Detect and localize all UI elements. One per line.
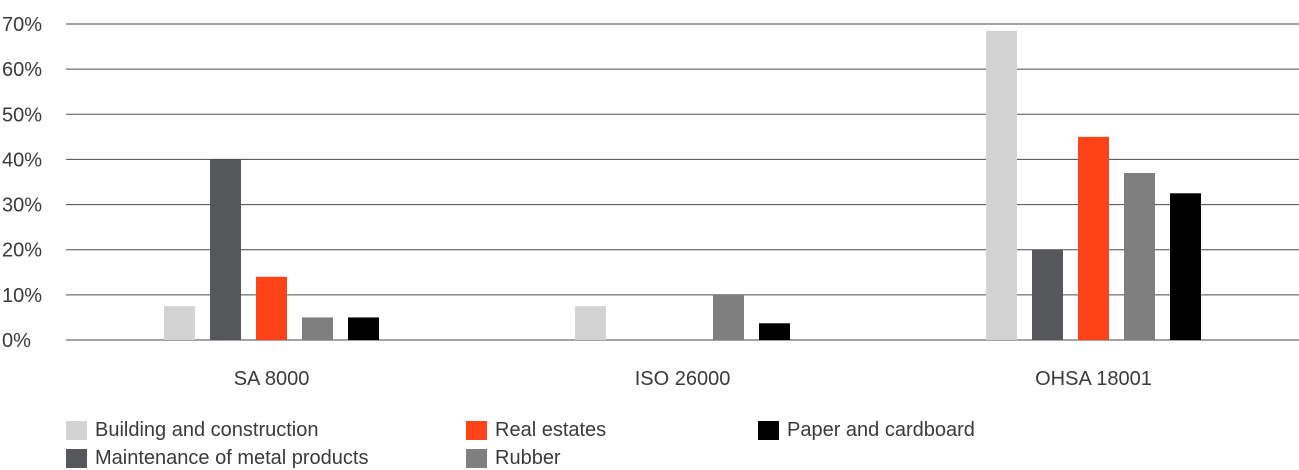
y-tick-label: 20%: [2, 240, 42, 262]
y-tick-label: 0%: [2, 330, 31, 352]
bar: [986, 31, 1017, 340]
legend-item-building-and-construction: Building and construction: [66, 419, 318, 441]
legend-label: Rubber: [495, 447, 561, 470]
y-tick-label: 30%: [2, 195, 42, 217]
bar: [575, 306, 606, 340]
legend-swatch: [466, 449, 487, 468]
legend-item-paper-and-cardboard: Paper and cardboard: [758, 419, 975, 441]
bar: [1032, 250, 1063, 340]
legend-swatch: [466, 421, 487, 440]
legend-swatch: [758, 421, 779, 440]
bar: [713, 295, 744, 340]
bar: [1078, 137, 1109, 340]
legend: Building and construction Real estates P…: [66, 419, 1166, 469]
legend-item-maintenance-of-metal-products: Maintenance of metal products: [66, 447, 369, 469]
legend-item-rubber: Rubber: [466, 447, 561, 469]
bar: [302, 317, 333, 340]
bar: [256, 277, 287, 340]
y-tick-label: 70%: [2, 14, 42, 36]
legend-swatch: [66, 449, 87, 468]
x-tick-label: SA 8000: [234, 368, 310, 390]
legend-swatch: [66, 421, 87, 440]
legend-label: Building and construction: [95, 419, 318, 442]
y-tick-label: 60%: [2, 59, 42, 81]
bar: [210, 159, 241, 340]
bar: [164, 306, 195, 340]
x-axis-tick-labels: SA 8000 ISO 26000 OHSA 18001: [234, 368, 1152, 390]
y-tick-label: 50%: [2, 104, 42, 126]
grid-lines: [66, 24, 1299, 340]
bar: [1124, 173, 1155, 340]
bar-chart: 0% 10% 20% 30% 40% 50% 60% 70% SA 8000 ISO 26000…: [0, 0, 1299, 420]
legend-item-real-estates: Real estates: [466, 419, 606, 441]
y-tick-label: 40%: [2, 149, 42, 171]
legend-label: Paper and cardboard: [787, 419, 975, 442]
bar: [348, 317, 379, 340]
y-tick-label: 10%: [2, 285, 42, 307]
bar: [1170, 193, 1201, 340]
bar: [759, 323, 790, 340]
y-axis-tick-labels: 0% 10% 20% 30% 40% 50% 60% 70%: [2, 14, 42, 352]
bars: [164, 31, 1201, 340]
x-tick-label: OHSA 18001: [1035, 368, 1152, 390]
x-tick-label: ISO 26000: [635, 368, 731, 390]
legend-label: Maintenance of metal products: [95, 447, 369, 470]
legend-label: Real estates: [495, 419, 606, 442]
